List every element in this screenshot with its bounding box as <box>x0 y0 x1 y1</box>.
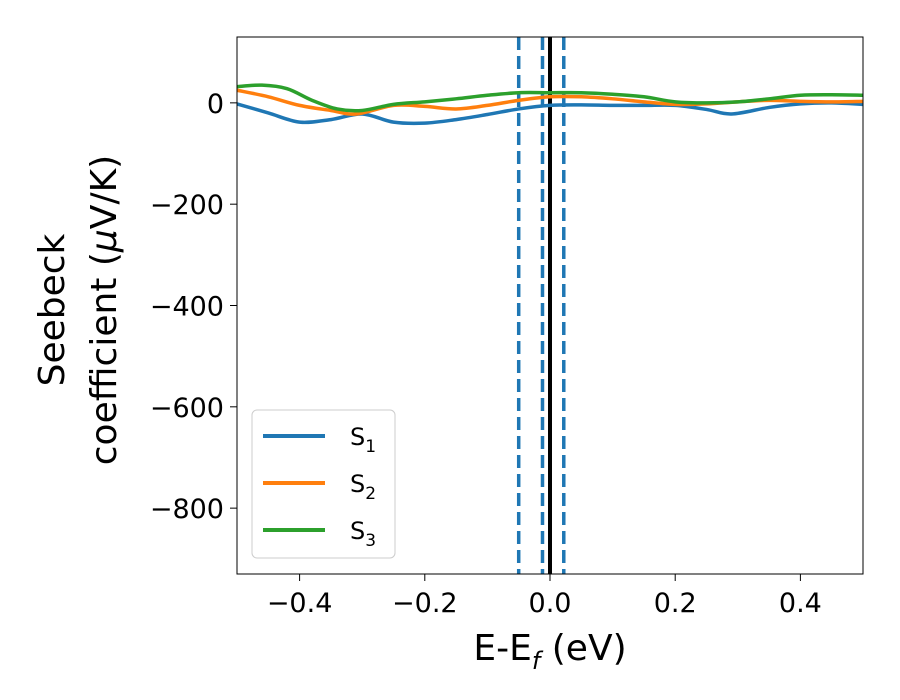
x-axis-title-unit: (eV) <box>540 628 626 669</box>
series-line-s1 <box>237 101 863 126</box>
y-axis-title: Seebeck coefficient (μV/K) <box>32 155 125 465</box>
y-axis-title-line2: coefficient (μV/K) <box>84 155 125 465</box>
x-tick-label: 0.2 <box>654 588 697 619</box>
legend-label-s1: S1 <box>350 423 376 457</box>
x-tick-label: 0.4 <box>779 588 822 619</box>
y-tick-label: 0 <box>207 89 224 120</box>
x-tick-label: 0.0 <box>529 588 572 619</box>
y-tick-label: −800 <box>150 494 224 525</box>
y-tick-label: −400 <box>150 292 224 323</box>
series-line-s3 <box>237 83 863 113</box>
legend: S1 S2 S3 <box>251 409 396 559</box>
x-tick-label: −0.4 <box>267 588 333 619</box>
legend-label-s3: S3 <box>350 517 376 551</box>
x-axis-title: E-Ef (eV) <box>473 628 626 675</box>
legend-label-s2: S2 <box>350 470 376 504</box>
x-tick-label: −0.2 <box>392 588 458 619</box>
y-axis-title-line1: Seebeck <box>32 233 73 386</box>
y-tick-label: −200 <box>150 190 224 221</box>
y-axis-title-mu: μ <box>84 229 125 253</box>
y-tick-label: −600 <box>150 393 224 424</box>
